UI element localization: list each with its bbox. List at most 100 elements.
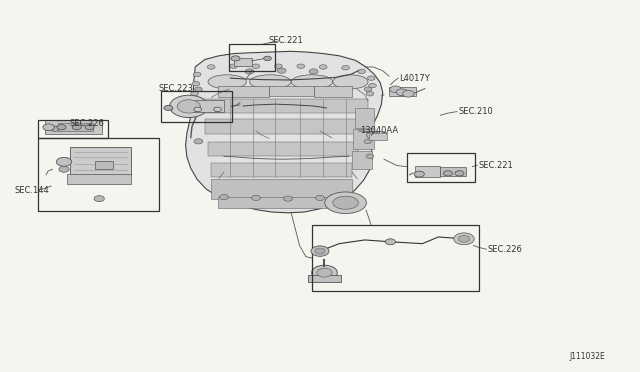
Bar <box>205 119 362 134</box>
Circle shape <box>275 64 282 68</box>
Bar <box>38 120 108 138</box>
Bar <box>314 86 352 97</box>
Circle shape <box>207 65 215 69</box>
Bar <box>70 147 131 175</box>
Circle shape <box>297 64 305 68</box>
Bar <box>58 123 93 131</box>
Circle shape <box>252 64 260 68</box>
Ellipse shape <box>325 192 367 214</box>
Circle shape <box>194 107 202 112</box>
Circle shape <box>317 268 332 277</box>
Bar <box>193 100 224 112</box>
Circle shape <box>403 90 414 97</box>
Bar <box>269 86 314 96</box>
Circle shape <box>315 248 325 254</box>
Circle shape <box>455 171 464 176</box>
Circle shape <box>444 171 452 176</box>
Bar <box>211 179 352 199</box>
Bar <box>211 163 352 177</box>
Circle shape <box>277 68 286 73</box>
Circle shape <box>385 239 396 245</box>
Circle shape <box>177 100 200 113</box>
Circle shape <box>458 235 470 242</box>
Text: L4017Y: L4017Y <box>399 74 430 83</box>
Circle shape <box>57 125 66 130</box>
Circle shape <box>367 132 380 139</box>
Circle shape <box>56 157 72 166</box>
Text: SEC.226: SEC.226 <box>69 119 104 128</box>
Bar <box>352 151 372 169</box>
Ellipse shape <box>333 75 368 89</box>
Text: J111032E: J111032E <box>570 352 605 361</box>
Bar <box>229 44 275 71</box>
Circle shape <box>192 81 200 86</box>
Bar <box>407 153 475 182</box>
Bar <box>218 197 342 208</box>
Bar <box>234 58 252 66</box>
Circle shape <box>319 65 327 69</box>
Polygon shape <box>186 51 383 213</box>
Text: SEC.144: SEC.144 <box>14 186 49 195</box>
Circle shape <box>194 139 203 144</box>
Bar <box>308 275 341 282</box>
Circle shape <box>85 125 94 130</box>
Circle shape <box>195 87 202 92</box>
Bar <box>208 142 358 156</box>
Bar <box>67 174 131 184</box>
Bar <box>45 120 102 134</box>
Circle shape <box>51 126 60 131</box>
Ellipse shape <box>250 75 291 89</box>
Bar <box>355 108 374 128</box>
Text: SEC.210: SEC.210 <box>458 107 493 116</box>
Bar <box>389 87 416 96</box>
Circle shape <box>170 95 208 118</box>
Bar <box>440 167 466 176</box>
Circle shape <box>59 166 69 172</box>
Circle shape <box>342 65 349 70</box>
Circle shape <box>414 171 424 177</box>
Circle shape <box>191 92 198 96</box>
Text: SEC.221: SEC.221 <box>269 36 303 45</box>
Circle shape <box>264 56 271 61</box>
Bar <box>72 126 96 131</box>
Text: 13040AA: 13040AA <box>360 126 398 135</box>
Circle shape <box>366 154 374 158</box>
Bar <box>353 129 374 149</box>
Circle shape <box>364 87 372 92</box>
Circle shape <box>311 246 329 256</box>
Circle shape <box>358 69 365 74</box>
Circle shape <box>43 124 54 131</box>
Bar <box>218 86 269 97</box>
Circle shape <box>316 195 324 201</box>
Bar <box>38 138 159 211</box>
Circle shape <box>220 195 228 200</box>
Bar <box>415 166 440 177</box>
Text: SEC.221: SEC.221 <box>479 161 513 170</box>
Circle shape <box>231 56 240 61</box>
Circle shape <box>193 72 201 77</box>
Bar <box>161 91 232 122</box>
Text: SEC.226: SEC.226 <box>488 245 522 254</box>
Circle shape <box>369 83 376 88</box>
Ellipse shape <box>333 196 358 209</box>
Ellipse shape <box>291 75 333 89</box>
Ellipse shape <box>208 75 246 89</box>
Circle shape <box>390 86 401 93</box>
Circle shape <box>94 196 104 202</box>
Bar <box>95 161 113 169</box>
Circle shape <box>252 195 260 201</box>
Circle shape <box>312 265 337 280</box>
Bar <box>52 125 84 133</box>
Circle shape <box>396 89 408 96</box>
Circle shape <box>164 105 173 110</box>
Circle shape <box>245 69 254 74</box>
Circle shape <box>367 76 375 80</box>
Circle shape <box>366 92 374 96</box>
Bar <box>202 99 368 113</box>
Circle shape <box>230 64 237 68</box>
Circle shape <box>309 69 318 74</box>
Bar <box>312 225 479 291</box>
Circle shape <box>214 107 221 112</box>
Circle shape <box>454 233 474 245</box>
Bar <box>369 133 387 140</box>
